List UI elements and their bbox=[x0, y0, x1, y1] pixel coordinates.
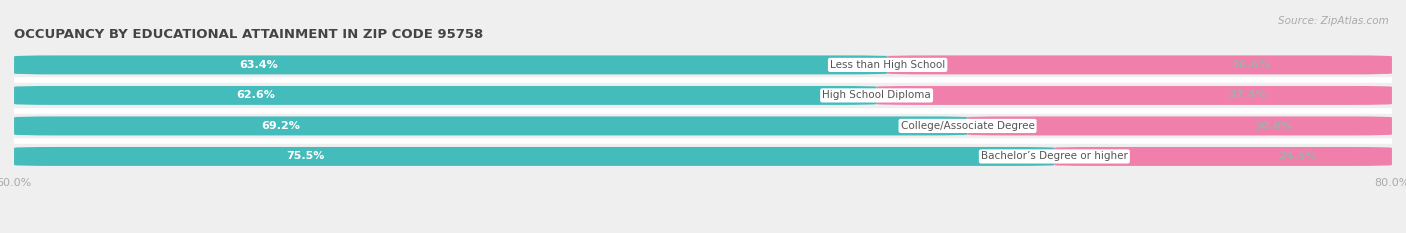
Text: College/Associate Degree: College/Associate Degree bbox=[901, 121, 1035, 131]
FancyBboxPatch shape bbox=[887, 55, 1392, 74]
Text: 37.4%: 37.4% bbox=[1229, 90, 1267, 100]
FancyBboxPatch shape bbox=[967, 116, 1392, 135]
FancyBboxPatch shape bbox=[14, 55, 1392, 74]
FancyBboxPatch shape bbox=[1054, 147, 1392, 166]
FancyBboxPatch shape bbox=[14, 116, 967, 135]
Text: 69.2%: 69.2% bbox=[262, 121, 301, 131]
Text: Bachelor’s Degree or higher: Bachelor’s Degree or higher bbox=[981, 151, 1128, 161]
Text: 63.4%: 63.4% bbox=[239, 60, 278, 70]
Text: High School Diploma: High School Diploma bbox=[823, 90, 931, 100]
Legend: Owner-occupied, Renter-occupied: Owner-occupied, Renter-occupied bbox=[581, 229, 825, 233]
FancyBboxPatch shape bbox=[876, 86, 1392, 105]
FancyBboxPatch shape bbox=[14, 86, 1392, 105]
Text: 30.8%: 30.8% bbox=[1254, 121, 1292, 131]
FancyBboxPatch shape bbox=[14, 147, 1054, 166]
Text: 75.5%: 75.5% bbox=[287, 151, 325, 161]
Text: 62.6%: 62.6% bbox=[236, 90, 276, 100]
Text: 36.6%: 36.6% bbox=[1232, 60, 1270, 70]
Text: Source: ZipAtlas.com: Source: ZipAtlas.com bbox=[1278, 16, 1389, 26]
Text: 24.5%: 24.5% bbox=[1278, 151, 1317, 161]
FancyBboxPatch shape bbox=[14, 86, 876, 105]
Text: Less than High School: Less than High School bbox=[830, 60, 945, 70]
FancyBboxPatch shape bbox=[14, 55, 887, 74]
FancyBboxPatch shape bbox=[14, 147, 1392, 166]
Text: OCCUPANCY BY EDUCATIONAL ATTAINMENT IN ZIP CODE 95758: OCCUPANCY BY EDUCATIONAL ATTAINMENT IN Z… bbox=[14, 28, 484, 41]
FancyBboxPatch shape bbox=[14, 116, 1392, 135]
